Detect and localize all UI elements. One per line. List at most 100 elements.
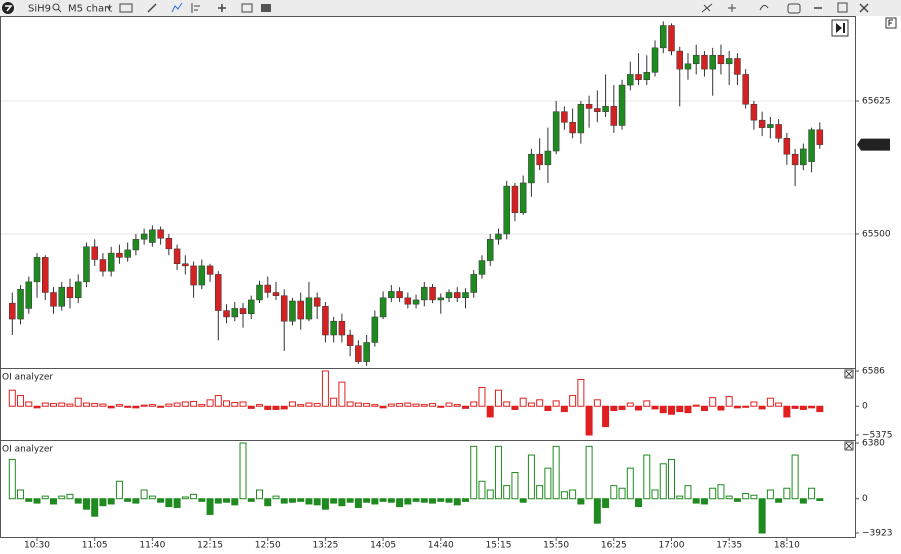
candle-body bbox=[280, 295, 288, 322]
logo[interactable] bbox=[2, 2, 14, 14]
oi-bar bbox=[379, 405, 387, 409]
oi-bar bbox=[635, 498, 643, 508]
oi-bar bbox=[709, 487, 717, 500]
panel-title: OI analyzer bbox=[2, 445, 53, 455]
candle-body bbox=[313, 297, 321, 307]
candle-body bbox=[215, 274, 222, 311]
timeframe[interactable]: M5 chart bbox=[68, 4, 112, 15]
oi-bar bbox=[8, 458, 16, 500]
link-icon[interactable] bbox=[759, 4, 769, 11]
oi-bar bbox=[808, 405, 816, 409]
oi-bar bbox=[256, 404, 263, 407]
oi-bar bbox=[305, 402, 313, 407]
oi-bar bbox=[148, 495, 156, 500]
candle-body bbox=[206, 265, 214, 275]
oi-bar bbox=[124, 405, 132, 408]
tool-icon[interactable] bbox=[701, 3, 713, 13]
candle-body bbox=[816, 129, 824, 145]
candle-body bbox=[289, 300, 296, 322]
oi-bar bbox=[470, 401, 478, 407]
oi-bar bbox=[124, 498, 132, 502]
oi-bar bbox=[190, 400, 198, 407]
candle-body bbox=[808, 129, 815, 162]
oi-bar bbox=[50, 498, 57, 505]
candle-body bbox=[91, 246, 98, 260]
oi-bar bbox=[602, 498, 610, 508]
oi-bar bbox=[560, 405, 568, 413]
oi-bar bbox=[799, 405, 807, 410]
oi-bar bbox=[750, 494, 758, 500]
oi-bar bbox=[264, 498, 272, 507]
oi-bar bbox=[733, 498, 741, 502]
oi-bar bbox=[437, 405, 445, 408]
x-tick-label: 11:40 bbox=[139, 541, 165, 551]
candle-body bbox=[338, 320, 346, 336]
oi-bar bbox=[552, 400, 560, 407]
indicator-icon[interactable] bbox=[171, 2, 183, 13]
search-icon[interactable] bbox=[52, 3, 60, 11]
align-icon[interactable] bbox=[191, 3, 200, 13]
add-icon[interactable] bbox=[218, 4, 226, 12]
candle-body bbox=[223, 310, 230, 318]
layout-icon[interactable] bbox=[261, 4, 271, 12]
oi-bar bbox=[206, 399, 214, 407]
candle-body bbox=[445, 292, 453, 299]
y-tick-label: 65625 bbox=[862, 97, 891, 107]
oi-bar bbox=[412, 498, 420, 502]
oi-bar bbox=[717, 484, 725, 500]
oi-bar bbox=[338, 381, 346, 407]
oi-bar bbox=[700, 498, 708, 505]
oi-bar bbox=[775, 498, 783, 503]
oi-bar bbox=[478, 480, 486, 500]
oi-bar bbox=[577, 498, 585, 505]
oi-bar bbox=[99, 403, 107, 407]
oi-bar bbox=[569, 489, 577, 500]
camera-icon[interactable] bbox=[787, 3, 801, 14]
candle-body bbox=[486, 239, 494, 261]
candle-body bbox=[83, 246, 90, 283]
oi-bar bbox=[115, 480, 123, 500]
oi-bar bbox=[437, 498, 445, 502]
oi-bar bbox=[280, 405, 288, 410]
cross-icon[interactable] bbox=[728, 4, 736, 12]
oi-bar bbox=[190, 493, 198, 500]
oi-bar bbox=[231, 401, 239, 407]
oi-bar bbox=[313, 498, 321, 506]
oi-bar bbox=[536, 485, 544, 500]
oi-bar bbox=[140, 489, 148, 500]
oi-bar bbox=[478, 387, 486, 407]
oi-bar bbox=[816, 405, 824, 413]
x-tick-label: 16:25 bbox=[601, 541, 627, 551]
oi-bar bbox=[676, 495, 684, 500]
window-icon[interactable] bbox=[241, 3, 253, 13]
oi-bar bbox=[668, 405, 675, 415]
x-tick-label: 18:10 bbox=[774, 541, 800, 551]
toolbar-bg bbox=[0, 0, 901, 16]
oi-bar bbox=[552, 445, 560, 500]
oi-bar bbox=[297, 404, 305, 407]
candle-body bbox=[9, 302, 16, 320]
candle-body bbox=[50, 292, 57, 307]
oi-bar bbox=[198, 404, 206, 407]
symbol[interactable]: SiH9 bbox=[28, 4, 51, 15]
oi-bar bbox=[387, 403, 395, 407]
oi-bar bbox=[115, 404, 123, 407]
oi-bar bbox=[635, 405, 643, 411]
candle-body bbox=[602, 106, 609, 112]
candle-body bbox=[379, 297, 387, 318]
oi-bar bbox=[816, 498, 824, 501]
oi-bar bbox=[692, 404, 700, 407]
candle-body bbox=[248, 299, 255, 315]
close-icon[interactable] bbox=[859, 3, 869, 13]
panel-title: OI analyzer bbox=[2, 373, 53, 383]
maximize-icon[interactable] bbox=[837, 2, 848, 13]
oi-bar bbox=[157, 498, 165, 503]
oi-bar bbox=[659, 405, 667, 414]
oi-bar bbox=[363, 498, 371, 503]
oi-bar bbox=[610, 405, 618, 412]
candle-body bbox=[371, 316, 379, 343]
draw-icon[interactable] bbox=[147, 3, 157, 13]
chart-type-icon[interactable] bbox=[119, 3, 133, 13]
oi-bar bbox=[494, 445, 502, 500]
oi-bar bbox=[462, 405, 469, 409]
